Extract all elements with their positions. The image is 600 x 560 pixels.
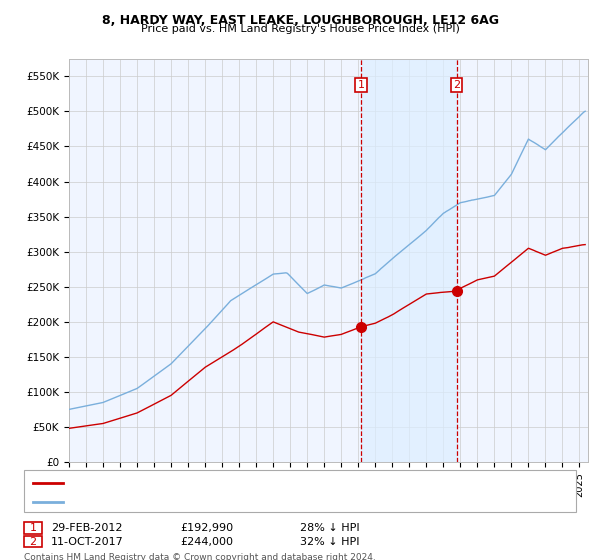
Text: 28% ↓ HPI: 28% ↓ HPI xyxy=(300,523,359,533)
Text: 2: 2 xyxy=(453,80,460,90)
Text: £244,000: £244,000 xyxy=(180,536,233,547)
Text: 2: 2 xyxy=(29,536,37,547)
Bar xyxy=(361,59,457,462)
Text: 32% ↓ HPI: 32% ↓ HPI xyxy=(300,536,359,547)
Text: Price paid vs. HM Land Registry's House Price Index (HPI): Price paid vs. HM Land Registry's House … xyxy=(140,24,460,34)
Text: 8, HARDY WAY, EAST LEAKE, LOUGHBOROUGH, LE12 6AG (detached house): 8, HARDY WAY, EAST LEAKE, LOUGHBOROUGH, … xyxy=(69,478,446,488)
Text: 1: 1 xyxy=(358,80,365,90)
Text: 11-OCT-2017: 11-OCT-2017 xyxy=(51,536,124,547)
Text: 29-FEB-2012: 29-FEB-2012 xyxy=(51,523,122,533)
Text: 8, HARDY WAY, EAST LEAKE, LOUGHBOROUGH, LE12 6AG: 8, HARDY WAY, EAST LEAKE, LOUGHBOROUGH, … xyxy=(101,14,499,27)
Text: Contains HM Land Registry data © Crown copyright and database right 2024.
This d: Contains HM Land Registry data © Crown c… xyxy=(24,553,376,560)
Text: £192,990: £192,990 xyxy=(180,523,233,533)
Text: 1: 1 xyxy=(29,523,37,533)
Text: HPI: Average price, detached house, Rushcliffe: HPI: Average price, detached house, Rush… xyxy=(69,497,302,507)
